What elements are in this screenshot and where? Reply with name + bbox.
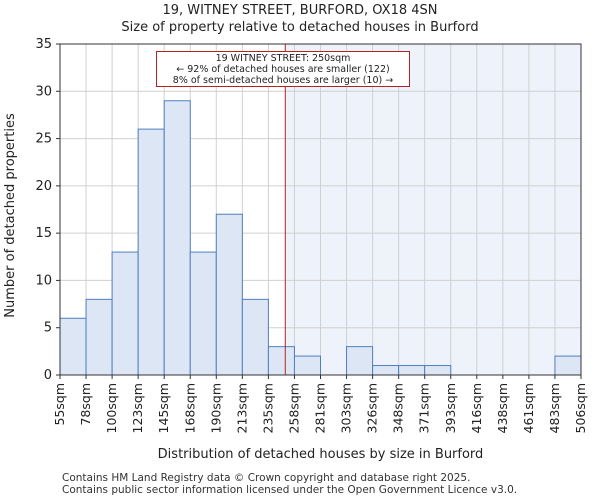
annotation-line-2: ← 92% of detached houses are smaller (12… [176, 64, 390, 75]
histogram-bar [137, 128, 165, 376]
annotation-line-3: 8% of semi-detached houses are larger (1… [172, 75, 394, 86]
histogram-bar [293, 355, 322, 376]
chart-title: 19, WITNEY STREET, BURFORD, OX18 4SN [162, 3, 438, 18]
y-tick-label: 20 [35, 179, 52, 194]
x-tick-label: 168sqm [182, 383, 197, 433]
highlight-region [285, 44, 581, 375]
x-tick-label: 371sqm [417, 383, 432, 433]
histogram-bar [554, 355, 582, 376]
histogram-bar [215, 213, 243, 376]
x-tick-label: 213sqm [234, 383, 249, 433]
x-tick-label: 506sqm [573, 383, 588, 433]
x-tick-label: 145sqm [156, 383, 171, 433]
x-tick-label: 100sqm [104, 383, 119, 433]
histogram-bar [163, 100, 191, 376]
x-tick-label: 78sqm [78, 383, 93, 426]
x-tick-label: 235sqm [260, 383, 275, 433]
y-tick-label: 10 [35, 273, 52, 288]
histogram-bar [189, 251, 217, 376]
x-tick-label: 438sqm [495, 383, 510, 433]
x-tick-label: 416sqm [469, 383, 484, 433]
x-tick-label: 303sqm [339, 383, 354, 433]
x-tick-label: 393sqm [443, 383, 458, 433]
x-tick-label: 258sqm [286, 383, 301, 433]
chart-subtitle: Size of property relative to detached ho… [121, 20, 479, 35]
histogram-bar [241, 298, 269, 376]
y-tick-label: 35 [35, 37, 52, 52]
histogram-bar [372, 365, 400, 376]
y-tick-label: 15 [35, 226, 52, 241]
annotation-box: 19 WITNEY STREET: 250sqm ← 92% of detach… [156, 51, 410, 87]
x-tick-label: 281sqm [313, 383, 328, 433]
footer-line-2: Contains public sector information licen… [62, 484, 518, 496]
y-axis-label: Number of detached properties [3, 113, 18, 318]
x-tick-label: 190sqm [208, 383, 223, 433]
x-tick-label: 326sqm [365, 383, 380, 433]
histogram-bar [59, 317, 87, 376]
footer-line-1: Contains HM Land Registry data © Crown c… [62, 472, 471, 484]
histogram-bar [267, 346, 295, 376]
x-tick-label: 461sqm [521, 383, 536, 433]
x-tick-label: 55sqm [52, 383, 67, 426]
histogram-bar [85, 298, 113, 376]
histogram-bar [346, 346, 374, 376]
histogram-bar [111, 251, 139, 376]
x-tick-label: 348sqm [391, 383, 406, 433]
y-tick-label: 30 [35, 84, 52, 99]
histogram-bar [398, 365, 426, 376]
y-tick-label: 25 [35, 132, 52, 147]
histogram-bar [424, 365, 452, 376]
x-tick-label: 123sqm [130, 383, 145, 433]
x-tick-label: 483sqm [547, 383, 562, 433]
x-axis-label: Distribution of detached houses by size … [158, 447, 484, 462]
annotation-line-1: 19 WITNEY STREET: 250sqm [215, 53, 351, 64]
y-tick-label: 0 [44, 368, 52, 383]
y-tick-label: 5 [44, 321, 52, 336]
